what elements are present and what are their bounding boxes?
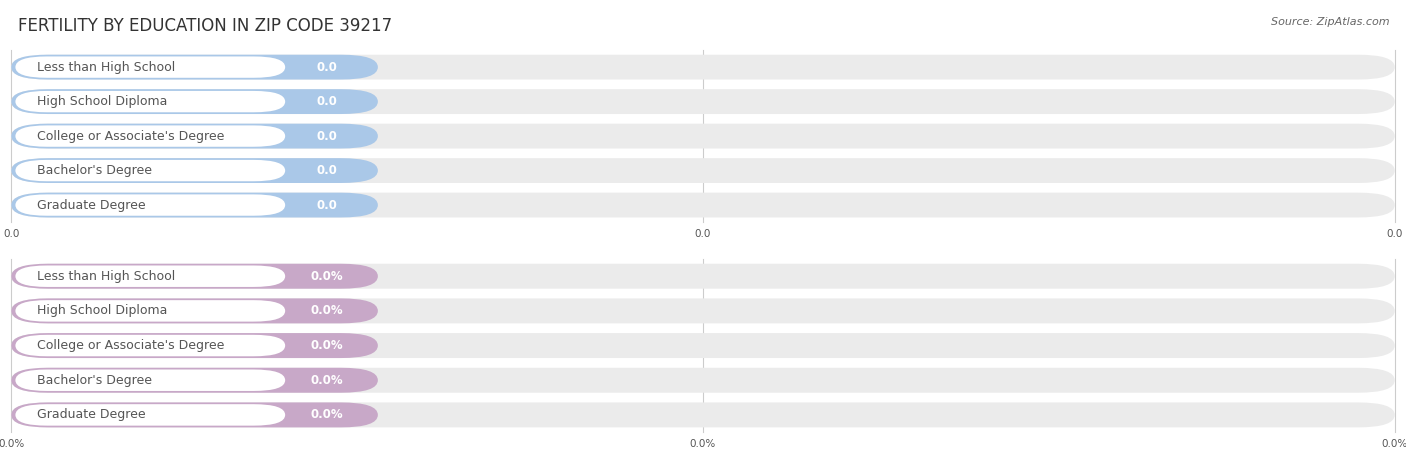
Text: High School Diploma: High School Diploma bbox=[37, 304, 167, 317]
FancyBboxPatch shape bbox=[11, 55, 378, 79]
FancyBboxPatch shape bbox=[15, 125, 285, 147]
Text: FERTILITY BY EDUCATION IN ZIP CODE 39217: FERTILITY BY EDUCATION IN ZIP CODE 39217 bbox=[18, 17, 392, 35]
Text: College or Associate's Degree: College or Associate's Degree bbox=[37, 130, 225, 142]
Text: 0.0%: 0.0% bbox=[311, 374, 343, 387]
FancyBboxPatch shape bbox=[11, 298, 378, 323]
FancyBboxPatch shape bbox=[11, 193, 378, 218]
Text: Graduate Degree: Graduate Degree bbox=[37, 408, 146, 421]
Text: 0.0: 0.0 bbox=[316, 164, 337, 177]
Text: 0.0%: 0.0% bbox=[311, 339, 343, 352]
Text: 0.0: 0.0 bbox=[316, 61, 337, 74]
FancyBboxPatch shape bbox=[11, 368, 378, 393]
Text: Less than High School: Less than High School bbox=[37, 61, 176, 74]
FancyBboxPatch shape bbox=[15, 266, 285, 287]
FancyBboxPatch shape bbox=[11, 158, 1395, 183]
FancyBboxPatch shape bbox=[11, 264, 378, 289]
FancyBboxPatch shape bbox=[11, 55, 1395, 79]
Text: 0.0%: 0.0% bbox=[1382, 439, 1406, 449]
Text: College or Associate's Degree: College or Associate's Degree bbox=[37, 339, 225, 352]
FancyBboxPatch shape bbox=[11, 89, 1395, 114]
Text: 0.0: 0.0 bbox=[316, 130, 337, 142]
FancyBboxPatch shape bbox=[15, 194, 285, 216]
FancyBboxPatch shape bbox=[15, 335, 285, 356]
FancyBboxPatch shape bbox=[15, 300, 285, 322]
FancyBboxPatch shape bbox=[15, 404, 285, 426]
FancyBboxPatch shape bbox=[15, 57, 285, 78]
Text: 0.0: 0.0 bbox=[316, 95, 337, 108]
FancyBboxPatch shape bbox=[11, 402, 378, 428]
FancyBboxPatch shape bbox=[11, 333, 1395, 358]
FancyBboxPatch shape bbox=[15, 91, 285, 112]
FancyBboxPatch shape bbox=[11, 124, 1395, 149]
FancyBboxPatch shape bbox=[11, 158, 378, 183]
Text: High School Diploma: High School Diploma bbox=[37, 95, 167, 108]
FancyBboxPatch shape bbox=[11, 124, 378, 149]
Text: Bachelor's Degree: Bachelor's Degree bbox=[37, 374, 152, 387]
FancyBboxPatch shape bbox=[11, 333, 378, 358]
FancyBboxPatch shape bbox=[11, 298, 1395, 323]
Text: 0.0%: 0.0% bbox=[311, 408, 343, 421]
Text: 0.0: 0.0 bbox=[3, 229, 20, 239]
Text: 0.0%: 0.0% bbox=[311, 304, 343, 317]
Text: Less than High School: Less than High School bbox=[37, 270, 176, 283]
FancyBboxPatch shape bbox=[15, 160, 285, 181]
Text: 0.0%: 0.0% bbox=[0, 439, 24, 449]
Text: 0.0%: 0.0% bbox=[311, 270, 343, 283]
Text: Graduate Degree: Graduate Degree bbox=[37, 199, 146, 211]
FancyBboxPatch shape bbox=[11, 89, 378, 114]
FancyBboxPatch shape bbox=[11, 368, 1395, 393]
Text: 0.0%: 0.0% bbox=[690, 439, 716, 449]
FancyBboxPatch shape bbox=[11, 402, 1395, 428]
Text: 0.0: 0.0 bbox=[695, 229, 711, 239]
FancyBboxPatch shape bbox=[11, 264, 1395, 289]
FancyBboxPatch shape bbox=[11, 193, 1395, 218]
Text: 0.0: 0.0 bbox=[316, 199, 337, 211]
Text: Source: ZipAtlas.com: Source: ZipAtlas.com bbox=[1271, 17, 1389, 27]
FancyBboxPatch shape bbox=[15, 370, 285, 391]
Text: 0.0: 0.0 bbox=[1386, 229, 1403, 239]
Text: Bachelor's Degree: Bachelor's Degree bbox=[37, 164, 152, 177]
